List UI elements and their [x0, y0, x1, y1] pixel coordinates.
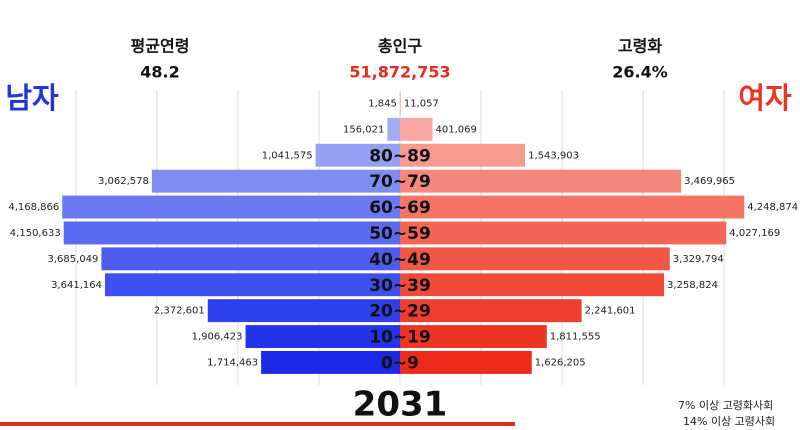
value-label: 156,021 — [343, 124, 384, 135]
stat-label: 총인구 — [378, 37, 422, 56]
value-label: 1,811,555 — [550, 332, 601, 343]
category-label: 30~39 — [369, 276, 431, 296]
stat-label: 평균연령 — [131, 37, 190, 56]
bar — [105, 273, 400, 296]
stat-value: 26.4% — [612, 63, 668, 82]
category-label: 10~19 — [369, 328, 431, 348]
value-label: 2,241,601 — [585, 306, 636, 317]
bar — [387, 118, 400, 141]
bar — [400, 247, 670, 270]
legend-male: 남자 — [5, 81, 59, 115]
value-label: 11,057 — [404, 98, 439, 109]
bar — [400, 196, 744, 219]
category-label: 50~59 — [369, 224, 431, 244]
bar — [400, 273, 664, 296]
bar — [400, 170, 681, 193]
stat-label: 고령화 — [618, 37, 662, 56]
category-label: 70~79 — [369, 172, 431, 192]
bar — [261, 351, 400, 374]
value-label: 1,543,903 — [528, 150, 579, 161]
stat-value: 51,872,753 — [349, 63, 450, 82]
value-label: 1,626,205 — [535, 357, 586, 368]
value-label: 4,248,874 — [747, 202, 798, 213]
category-label: 60~69 — [369, 198, 431, 218]
stat-value: 48.2 — [140, 63, 179, 82]
bar — [62, 196, 400, 219]
bars: 1,845 11,057 156,021 401,069 1,041,575 1,543,… — [8, 92, 798, 374]
category-label: 40~49 — [369, 250, 431, 270]
value-label: 1,906,423 — [192, 332, 243, 343]
value-label: 401,069 — [435, 124, 476, 135]
note: 14% 이상 고령사회 — [683, 415, 775, 426]
category-label: 20~29 — [369, 302, 431, 322]
value-label: 4,150,633 — [10, 228, 61, 239]
value-label: 3,062,578 — [98, 176, 149, 187]
note: 7% 이상 고령화사회 — [678, 399, 773, 412]
bar — [64, 222, 400, 245]
value-label: 3,329,794 — [673, 254, 724, 265]
category-label: 80~89 — [369, 146, 431, 166]
value-label: 4,027,169 — [729, 228, 780, 239]
year: 2031 — [353, 385, 448, 425]
bar — [400, 222, 726, 245]
value-label: 3,258,824 — [667, 280, 718, 291]
value-label: 4,168,866 — [8, 202, 59, 213]
bar — [101, 247, 400, 270]
value-label: 3,685,049 — [48, 254, 99, 265]
bar — [400, 92, 401, 115]
category-label: 0~9 — [381, 353, 419, 373]
value-label: 2,372,601 — [154, 306, 205, 317]
value-label: 1,714,463 — [207, 357, 258, 368]
legend-female: 여자 — [738, 81, 792, 115]
value-label: 1,041,575 — [262, 150, 313, 161]
value-label: 3,641,164 — [51, 280, 102, 291]
value-label: 1,845 — [368, 98, 397, 109]
bar — [400, 351, 532, 374]
value-label: 3,469,965 — [684, 176, 735, 187]
bar — [400, 118, 432, 141]
bar — [152, 170, 400, 193]
progress-bar — [0, 422, 515, 426]
